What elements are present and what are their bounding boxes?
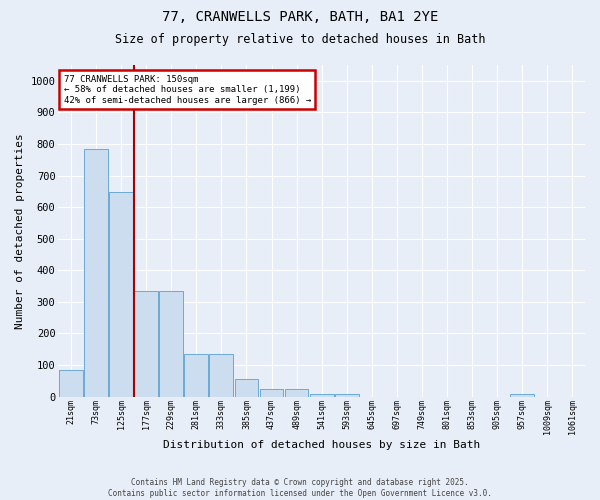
Bar: [235, 378, 259, 396]
Bar: [84, 150, 108, 396]
Bar: [511, 394, 534, 396]
Bar: [284, 390, 308, 396]
Bar: [109, 192, 133, 396]
Text: 77 CRANWELLS PARK: 150sqm
← 58% of detached houses are smaller (1,199)
42% of se: 77 CRANWELLS PARK: 150sqm ← 58% of detac…: [64, 75, 311, 105]
Bar: [335, 394, 359, 396]
Bar: [310, 394, 334, 396]
Text: 77, CRANWELLS PARK, BATH, BA1 2YE: 77, CRANWELLS PARK, BATH, BA1 2YE: [162, 10, 438, 24]
Bar: [159, 291, 183, 397]
Bar: [209, 354, 233, 397]
Bar: [59, 370, 83, 396]
Text: Contains HM Land Registry data © Crown copyright and database right 2025.
Contai: Contains HM Land Registry data © Crown c…: [108, 478, 492, 498]
Y-axis label: Number of detached properties: Number of detached properties: [15, 133, 25, 328]
Text: Size of property relative to detached houses in Bath: Size of property relative to detached ho…: [115, 32, 485, 46]
Bar: [260, 390, 283, 396]
X-axis label: Distribution of detached houses by size in Bath: Distribution of detached houses by size …: [163, 440, 480, 450]
Bar: [184, 354, 208, 397]
Bar: [134, 291, 158, 397]
